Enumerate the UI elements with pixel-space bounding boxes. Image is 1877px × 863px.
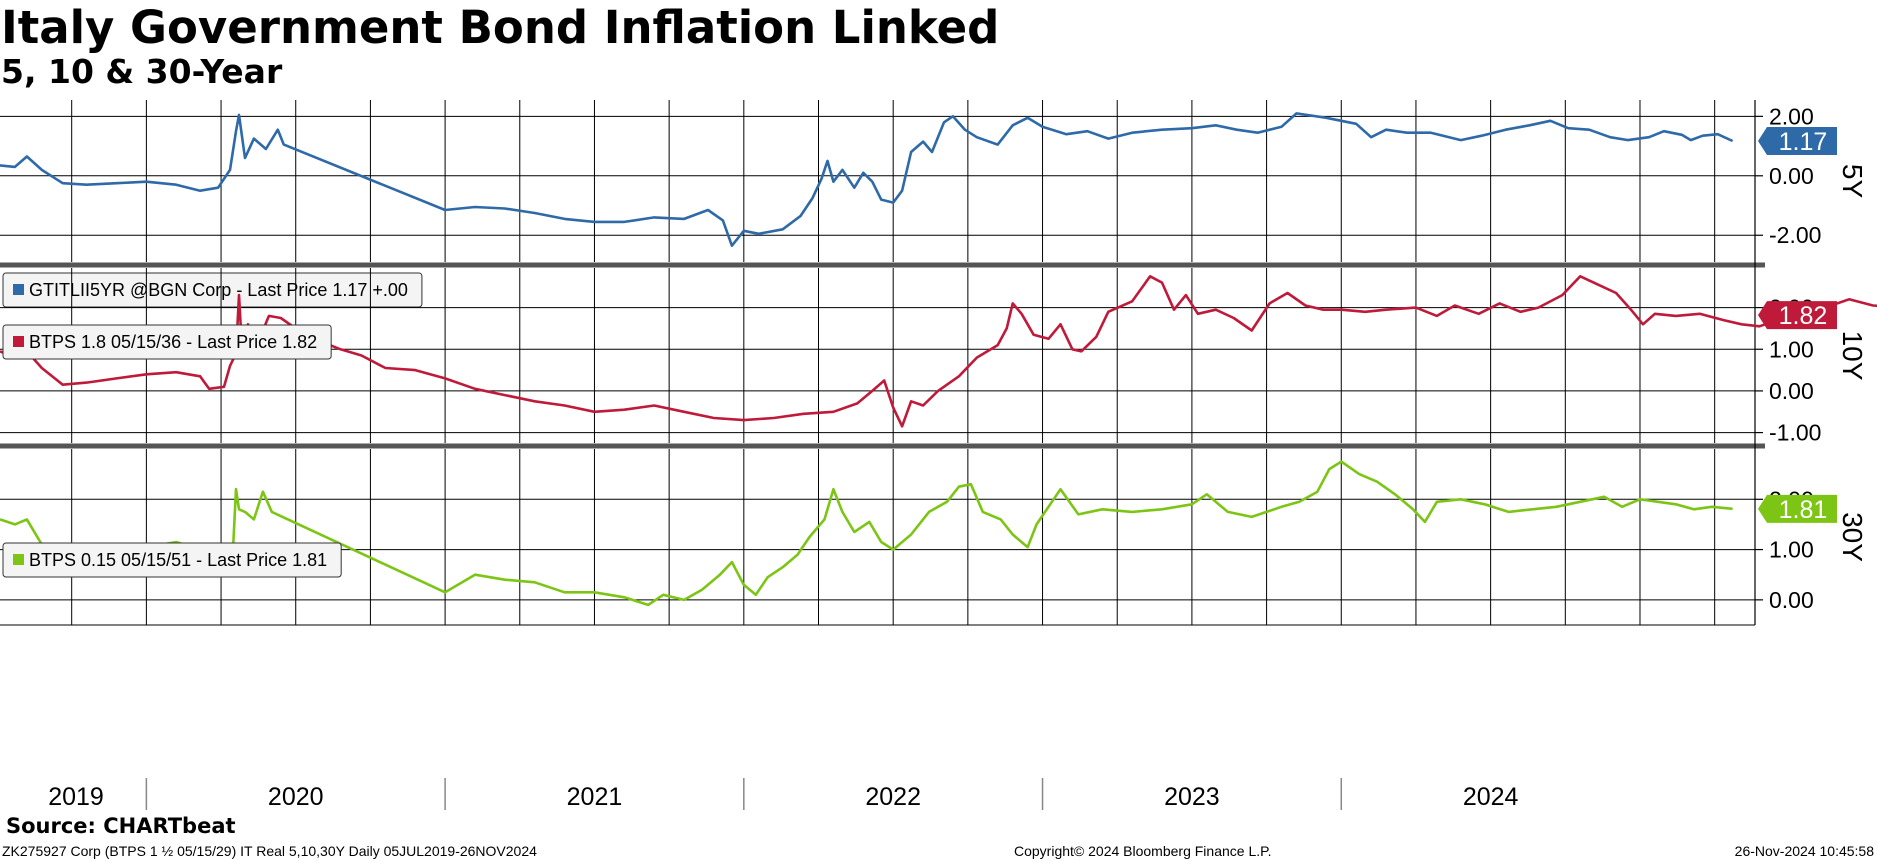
- legend-box: [2, 272, 423, 308]
- legend-box: [2, 324, 332, 360]
- x-year-label: 2022: [865, 783, 921, 811]
- footer-ticker: ZK275927 Corp (BTPS 1 ½ 05/15/29) IT Rea…: [2, 843, 537, 859]
- last-value-tag: 1.82: [1758, 301, 1837, 330]
- series-line-5y: [0, 112, 1734, 247]
- legend-swatch: [13, 336, 24, 347]
- last-value-tag: 1.81: [1758, 494, 1837, 524]
- axis-label-30y: 30Y: [1837, 512, 1868, 562]
- source-note: Source: CHARTbeat: [6, 814, 236, 838]
- y-tick-label: 0.00: [1769, 587, 1814, 613]
- series-line-10y: [0, 275, 1877, 428]
- legend-swatch: [13, 284, 24, 295]
- legend: BTPS 0.15 05/15/51 - Last Price 1.81: [2, 542, 342, 578]
- last-value-badge: [1758, 127, 1837, 156]
- last-value-label: 1.81: [1779, 496, 1828, 524]
- last-value-label: 1.17: [1779, 128, 1828, 156]
- legend: BTPS 1.8 05/15/36 - Last Price 1.82: [2, 324, 332, 360]
- footer-copyright: Copyright© 2024 Bloomberg Finance L.P.: [1014, 843, 1272, 859]
- legend-label: GTITLII5YR @BGN Corp - Last Price 1.17 +…: [29, 280, 408, 300]
- chart-title: Italy Government Bond Inflation Linked: [1, 1, 1000, 54]
- y-tick-label: 1.00: [1769, 537, 1814, 563]
- y-tick-label: 1.00: [1769, 336, 1814, 362]
- legend-swatch: [13, 554, 24, 565]
- legend: GTITLII5YR @BGN Corp - Last Price 1.17 +…: [2, 272, 423, 308]
- last-value-badge: [1758, 301, 1837, 330]
- axis-label-10y: 10Y: [1837, 331, 1868, 381]
- footer-timestamp: 26-Nov-2024 10:45:58: [1734, 843, 1874, 859]
- last-value-label: 1.82: [1779, 302, 1828, 330]
- legend-label: BTPS 0.15 05/15/51 - Last Price 1.81: [29, 550, 327, 570]
- x-year-label: 2021: [567, 783, 623, 811]
- series-line-30y: [0, 460, 1733, 607]
- panel-5y: 2.00 0.00 -2.00 1.17 5Y GTITLII5YR @BGN Corp …: [0, 100, 1868, 308]
- legend-box: [2, 542, 342, 578]
- legend-label: BTPS 1.8 05/15/36 - Last Price 1.82: [29, 332, 317, 352]
- chart-subtitle: 5, 10 & 30-Year: [1, 52, 283, 91]
- x-year-label: 2023: [1164, 783, 1220, 811]
- x-year-label: 2019: [48, 783, 104, 811]
- last-value-tag: 1.17: [1758, 127, 1837, 156]
- y-tick-label: 0.00: [1769, 378, 1814, 404]
- last-value-badge: [1758, 494, 1837, 523]
- x-year-label: 2024: [1463, 783, 1519, 811]
- axis-label-5y: 5Y: [1837, 164, 1868, 199]
- x-year-label: 2020: [268, 783, 324, 811]
- y-tick-label: 0.00: [1769, 163, 1814, 189]
- y-tick-label: -2.00: [1769, 222, 1821, 248]
- y-tick-label: -1.00: [1769, 420, 1821, 446]
- y-tick-label: 2.00: [1769, 103, 1814, 129]
